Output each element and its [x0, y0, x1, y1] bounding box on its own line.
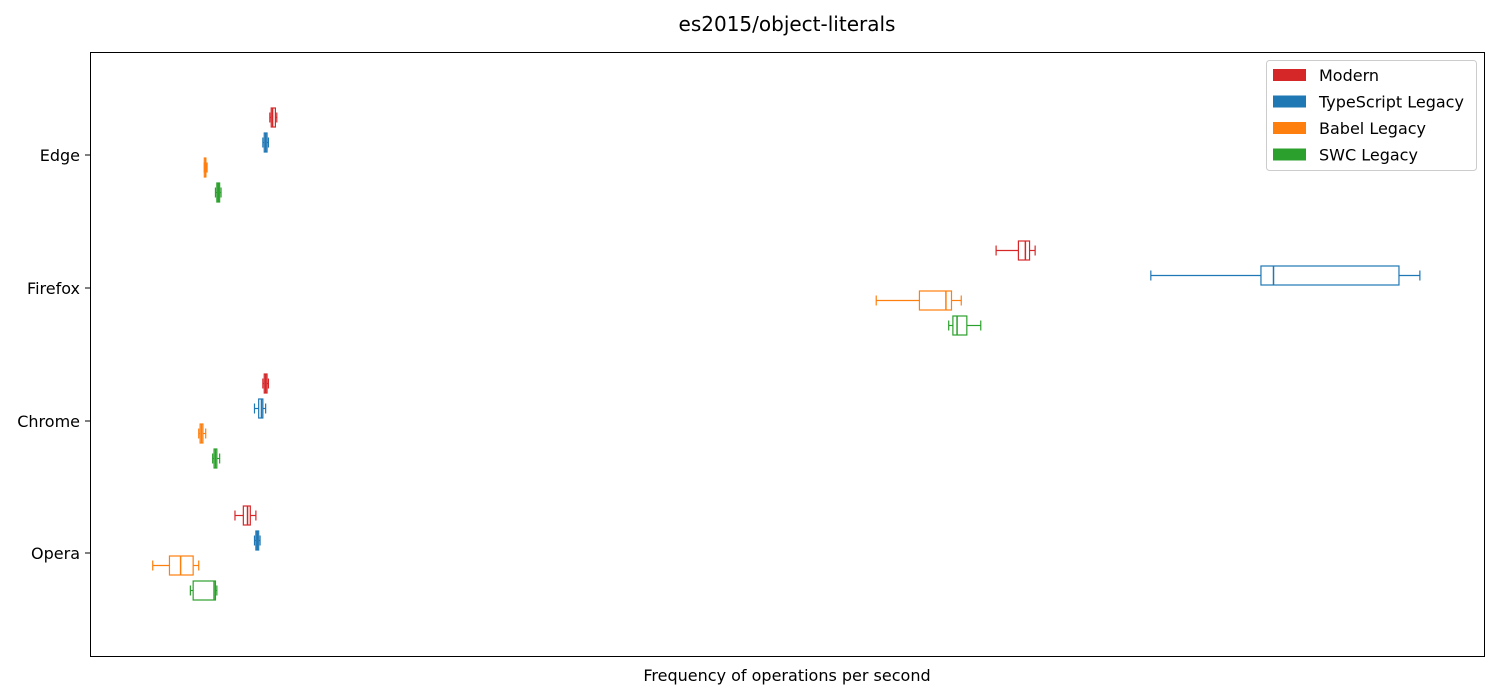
x-axis-label: Frequency of operations per second — [643, 666, 930, 685]
box-swc-legacy-edge — [214, 182, 222, 203]
legend-label: TypeScript Legacy — [1318, 93, 1464, 112]
box-typescript-legacy-firefox — [1150, 265, 1421, 286]
box-babel-legacy-edge — [203, 157, 208, 178]
box-typescript-legacy-opera — [253, 530, 261, 551]
y-tick-label: Firefox — [27, 279, 80, 298]
boxes-layer — [152, 107, 1421, 601]
y-tick-label: Opera — [31, 544, 80, 563]
legend-swatch — [1273, 148, 1306, 161]
legend-swatch — [1273, 69, 1306, 81]
box-babel-legacy-firefox — [875, 290, 962, 311]
y-axis: Edge Firefox Chrome Opera — [17, 146, 90, 563]
legend-frame — [1266, 60, 1477, 171]
box-modern-opera — [234, 505, 257, 526]
box-swc-legacy-opera — [189, 580, 218, 601]
box-modern-chrome — [262, 373, 270, 394]
legend-label: Modern — [1319, 66, 1379, 85]
box-typescript-legacy-edge — [262, 132, 270, 153]
box-modern-firefox — [995, 240, 1036, 261]
box-babel-legacy-opera — [152, 555, 200, 576]
box-iqr — [1260, 265, 1400, 286]
legend-swatch — [1273, 122, 1306, 134]
box-swc-legacy-chrome — [212, 448, 221, 469]
legend: Modern TypeScript Legacy Babel Legacy SWC L… — [1266, 60, 1477, 171]
chart-title: es2015/object-literals — [679, 12, 896, 36]
y-tick-label: Chrome — [17, 412, 80, 431]
box-typescript-legacy-chrome — [253, 398, 267, 419]
box-iqr — [192, 580, 217, 601]
box-iqr — [918, 290, 953, 311]
box-swc-legacy-firefox — [948, 315, 982, 336]
legend-label: SWC Legacy — [1319, 146, 1418, 165]
box-modern-edge — [269, 107, 278, 128]
plot-area — [90, 52, 1485, 657]
box-babel-legacy-chrome — [198, 423, 207, 444]
box-iqr — [952, 315, 968, 336]
box-iqr — [1017, 240, 1031, 261]
legend-label: Babel Legacy — [1319, 119, 1426, 138]
legend-swatch — [1273, 95, 1306, 108]
y-tick-label: Edge — [40, 146, 80, 165]
